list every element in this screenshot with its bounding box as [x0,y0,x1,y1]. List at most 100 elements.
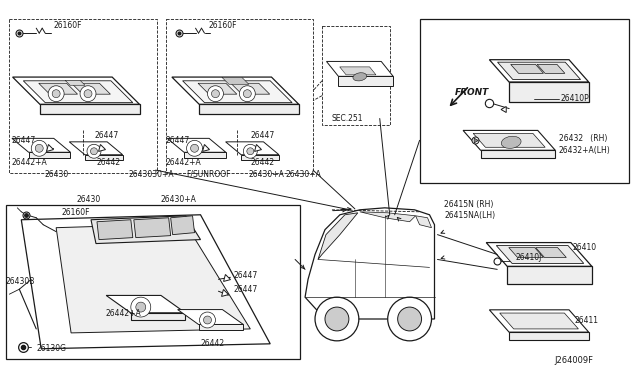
Circle shape [243,144,257,158]
Circle shape [187,140,202,156]
Text: 26432   (RH): 26432 (RH) [559,134,607,143]
Text: 26442: 26442 [250,158,275,167]
Circle shape [243,90,252,98]
Polygon shape [486,243,592,266]
Circle shape [80,86,96,102]
Polygon shape [481,150,556,158]
Polygon shape [305,208,435,319]
Circle shape [315,297,359,341]
Circle shape [388,297,431,341]
Circle shape [200,312,216,328]
Text: 26430+A: 26430+A [161,195,196,204]
Polygon shape [509,247,543,257]
Circle shape [325,307,349,331]
Polygon shape [12,138,70,152]
Polygon shape [231,83,269,94]
Circle shape [87,144,101,158]
Text: 26447: 26447 [234,285,258,294]
Text: 2643030+A: 2643030+A [129,170,175,179]
Polygon shape [500,313,579,329]
Text: 26410J: 26410J [515,253,541,262]
Polygon shape [198,83,237,94]
Polygon shape [509,82,589,102]
Polygon shape [490,310,589,332]
Polygon shape [198,324,243,330]
Circle shape [204,316,211,324]
Circle shape [191,144,198,152]
Circle shape [35,144,44,152]
Polygon shape [184,152,226,158]
Bar [6,205,300,359]
Text: 26430: 26430 [44,170,68,179]
Polygon shape [56,224,250,333]
Polygon shape [65,80,85,85]
Circle shape [31,140,47,156]
Polygon shape [490,60,589,82]
Polygon shape [511,64,543,73]
Ellipse shape [353,73,367,81]
Text: F/SUNROOF: F/SUNROOF [187,170,231,179]
Circle shape [136,302,146,312]
Text: 26410P: 26410P [561,94,589,103]
Polygon shape [536,247,566,257]
Circle shape [207,86,223,102]
Polygon shape [106,295,186,313]
Text: 26415N (RH): 26415N (RH) [444,201,494,209]
Polygon shape [241,155,279,160]
Polygon shape [85,155,123,160]
Text: 26430B: 26430B [5,277,35,286]
Text: 26442: 26442 [200,339,225,348]
Text: 26442+A: 26442+A [166,158,202,167]
Polygon shape [415,216,431,228]
Polygon shape [496,246,584,263]
Polygon shape [171,216,195,235]
Polygon shape [473,134,545,147]
Polygon shape [40,105,140,114]
Text: 26130G: 26130G [36,344,66,353]
Text: 26442+A: 26442+A [12,158,47,167]
Polygon shape [463,131,556,150]
Text: 26430+A: 26430+A [248,170,284,179]
Text: 26410: 26410 [573,243,597,252]
Polygon shape [182,81,292,103]
Polygon shape [537,64,565,73]
Polygon shape [97,220,133,240]
Ellipse shape [501,136,521,148]
Text: 26160F: 26160F [209,21,237,30]
Text: 26447: 26447 [12,136,36,145]
Text: SEC.251: SEC.251 [332,114,364,123]
Text: FRONT: FRONT [454,88,489,97]
Polygon shape [199,105,299,114]
Circle shape [84,90,92,98]
Polygon shape [509,332,589,340]
Circle shape [211,90,220,98]
Polygon shape [13,77,140,105]
Bar [420,19,628,183]
Text: 26415NA(LH): 26415NA(LH) [444,211,495,220]
Text: 26411: 26411 [575,317,599,326]
Polygon shape [29,152,70,158]
Polygon shape [508,266,592,284]
Polygon shape [326,61,393,76]
Polygon shape [339,76,393,86]
Polygon shape [167,138,226,152]
Text: 26447: 26447 [166,136,190,145]
Polygon shape [39,83,77,94]
Text: 26160F: 26160F [53,21,82,30]
Text: 26442+A: 26442+A [106,308,141,318]
Text: 26430: 26430 [76,195,100,204]
Bar [10,19,157,173]
Circle shape [90,148,97,155]
Text: 26430+A: 26430+A [285,170,321,179]
Polygon shape [497,62,580,80]
Polygon shape [91,216,200,244]
Bar [166,19,313,173]
Polygon shape [318,213,358,259]
Text: 26160F: 26160F [61,208,90,217]
Polygon shape [23,81,133,103]
Polygon shape [69,142,123,155]
Text: J264009F: J264009F [554,356,593,365]
Text: 26447: 26447 [95,131,119,140]
Text: 26447: 26447 [250,131,275,140]
Polygon shape [178,310,243,324]
